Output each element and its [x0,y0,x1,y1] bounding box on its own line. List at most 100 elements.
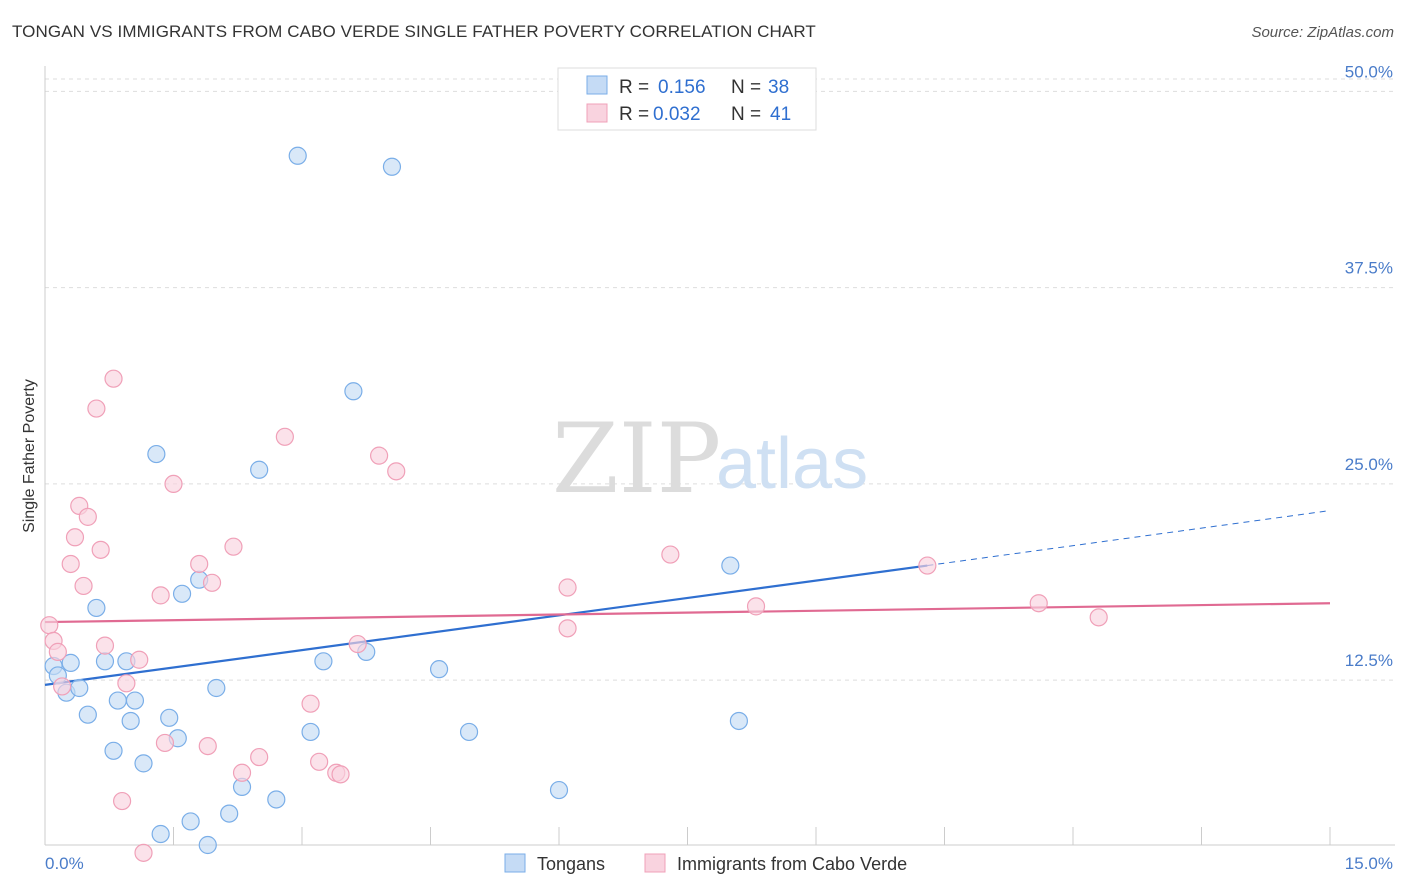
point-cabo-verde-37 [746,597,766,616]
point-cabo-verde-38 [918,556,937,575]
point-cabo-verde-9 [87,399,106,418]
point-tongans-6 [87,598,106,618]
point-tongans-12 [125,691,145,710]
point-tongans-11 [121,711,140,731]
point-tongans-26 [267,790,286,809]
point-cabo-verde-7 [74,576,93,596]
point-cabo-verde-17 [151,586,170,605]
trend-line-cabo-verde [44,602,1331,624]
point-tongans-29 [314,652,333,671]
point-cabo-verde-32 [370,446,389,465]
point-cabo-verde-39 [1029,594,1048,613]
watermark-atlas: atlas [716,424,868,504]
point-tongans-5 [78,705,97,724]
point-tongans-8 [104,741,123,760]
point-tongans-32 [382,157,402,176]
series-legend: Tongans Immigrants from Cabo Verde [504,853,907,874]
point-cabo-verde-3 [53,677,72,696]
stats-legend: R = 0.156 N = 38 R = 0.032 N = 41 [557,67,817,131]
legend-r-value-1: 0.156 [658,77,706,98]
bottom-legend-tongans: Tongans [537,854,605,874]
point-tongans-21 [198,835,217,855]
y-tick-label-3: 50.0% [1345,62,1393,81]
legend-r-value-2: 0.032 [653,104,701,125]
point-cabo-verde-27 [301,694,320,713]
point-cabo-verde-28 [310,752,329,771]
point-tongans-16 [160,708,179,727]
point-cabo-verde-10 [91,540,110,559]
point-cabo-verde-5 [65,528,85,547]
y-tick-label-0: 12.5% [1345,651,1393,670]
point-cabo-verde-2 [48,642,67,661]
point-cabo-verde-24 [232,763,252,782]
point-tongans-14 [147,444,166,464]
point-tongans-30 [344,382,363,401]
bottom-swatch-cabo-verde [644,853,666,873]
point-cabo-verde-30 [331,765,350,784]
point-cabo-verde-34 [558,619,577,638]
point-tongans-18 [172,584,192,603]
point-cabo-verde-36 [661,545,680,564]
point-tongans-34 [459,722,479,742]
point-tongans-9 [108,691,127,710]
point-cabo-verde-14 [117,674,136,693]
point-cabo-verde-40 [1089,608,1108,627]
point-tongans-25 [250,460,269,479]
point-tongans-22 [207,678,226,698]
watermark-zip: ZIP [552,403,721,515]
point-cabo-verde-25 [250,747,269,767]
point-tongans-36 [721,556,740,575]
gridlines [45,78,1395,681]
point-cabo-verde-26 [275,427,294,446]
point-tongans-15 [151,824,170,844]
y-tick-label-1: 25.0% [1345,455,1393,474]
x-tick-labels: 0.0% 15.0% [45,854,1393,873]
point-cabo-verde-35 [558,578,577,597]
chart-source: Source: ZipAtlas.com [1251,24,1394,41]
axes [44,66,1395,846]
x-tick-label-1: 15.0% [1345,854,1393,873]
point-cabo-verde-15 [130,650,149,669]
point-cabo-verde-21 [202,573,222,592]
chart-title: TONGAN VS IMMIGRANTS FROM CABO VERDE SIN… [12,22,816,41]
trend-line-tongans [44,564,928,686]
point-cabo-verde-20 [190,554,209,574]
point-cabo-verde-13 [112,791,132,811]
point-tongans-28 [301,722,320,742]
point-tongans-23 [220,804,239,823]
legend-n-label-1: N = [731,77,761,98]
point-cabo-verde-12 [104,369,123,388]
point-tongans-27 [288,146,307,165]
point-cabo-verde-18 [155,733,175,753]
bottom-swatch-tongans [504,853,526,873]
legend-swatch-tongans [586,75,608,95]
point-cabo-verde-31 [348,634,367,654]
point-tongans-3 [61,653,80,672]
point-cabo-verde-11 [95,636,115,655]
legend-n-label-2: N = [731,104,761,125]
point-cabo-verde-23 [224,537,243,556]
x-tick-label-0: 0.0% [45,854,84,873]
legend-r-label-1: R = [619,77,649,98]
point-cabo-verde-33 [387,462,406,481]
point-cabo-verde-0 [40,616,59,635]
point-tongans-4 [70,678,89,698]
point-tongans-7 [95,652,115,671]
data-points [40,146,1108,862]
y-tick-labels: 12.5% 25.0% 37.5% 50.0% [1345,62,1393,670]
point-cabo-verde-22 [198,736,217,756]
point-tongans-33 [429,660,449,679]
bottom-legend-cabo-verde: Immigrants from Cabo Verde [677,854,907,874]
y-tick-label-2: 37.5% [1345,259,1393,278]
trend-line-tongans-extension [927,510,1331,567]
legend-r-label-2: R = [619,104,649,125]
y-axis-label: Single Father Poverty [21,379,38,533]
point-tongans-13 [134,754,153,773]
point-cabo-verde-4 [61,554,80,574]
legend-n-value-1: 38 [768,77,789,98]
point-cabo-verde-8 [78,507,97,526]
legend-n-value-2: 41 [770,104,791,125]
point-cabo-verde-16 [134,843,153,862]
legend-swatch-cabo-verde [586,103,608,123]
